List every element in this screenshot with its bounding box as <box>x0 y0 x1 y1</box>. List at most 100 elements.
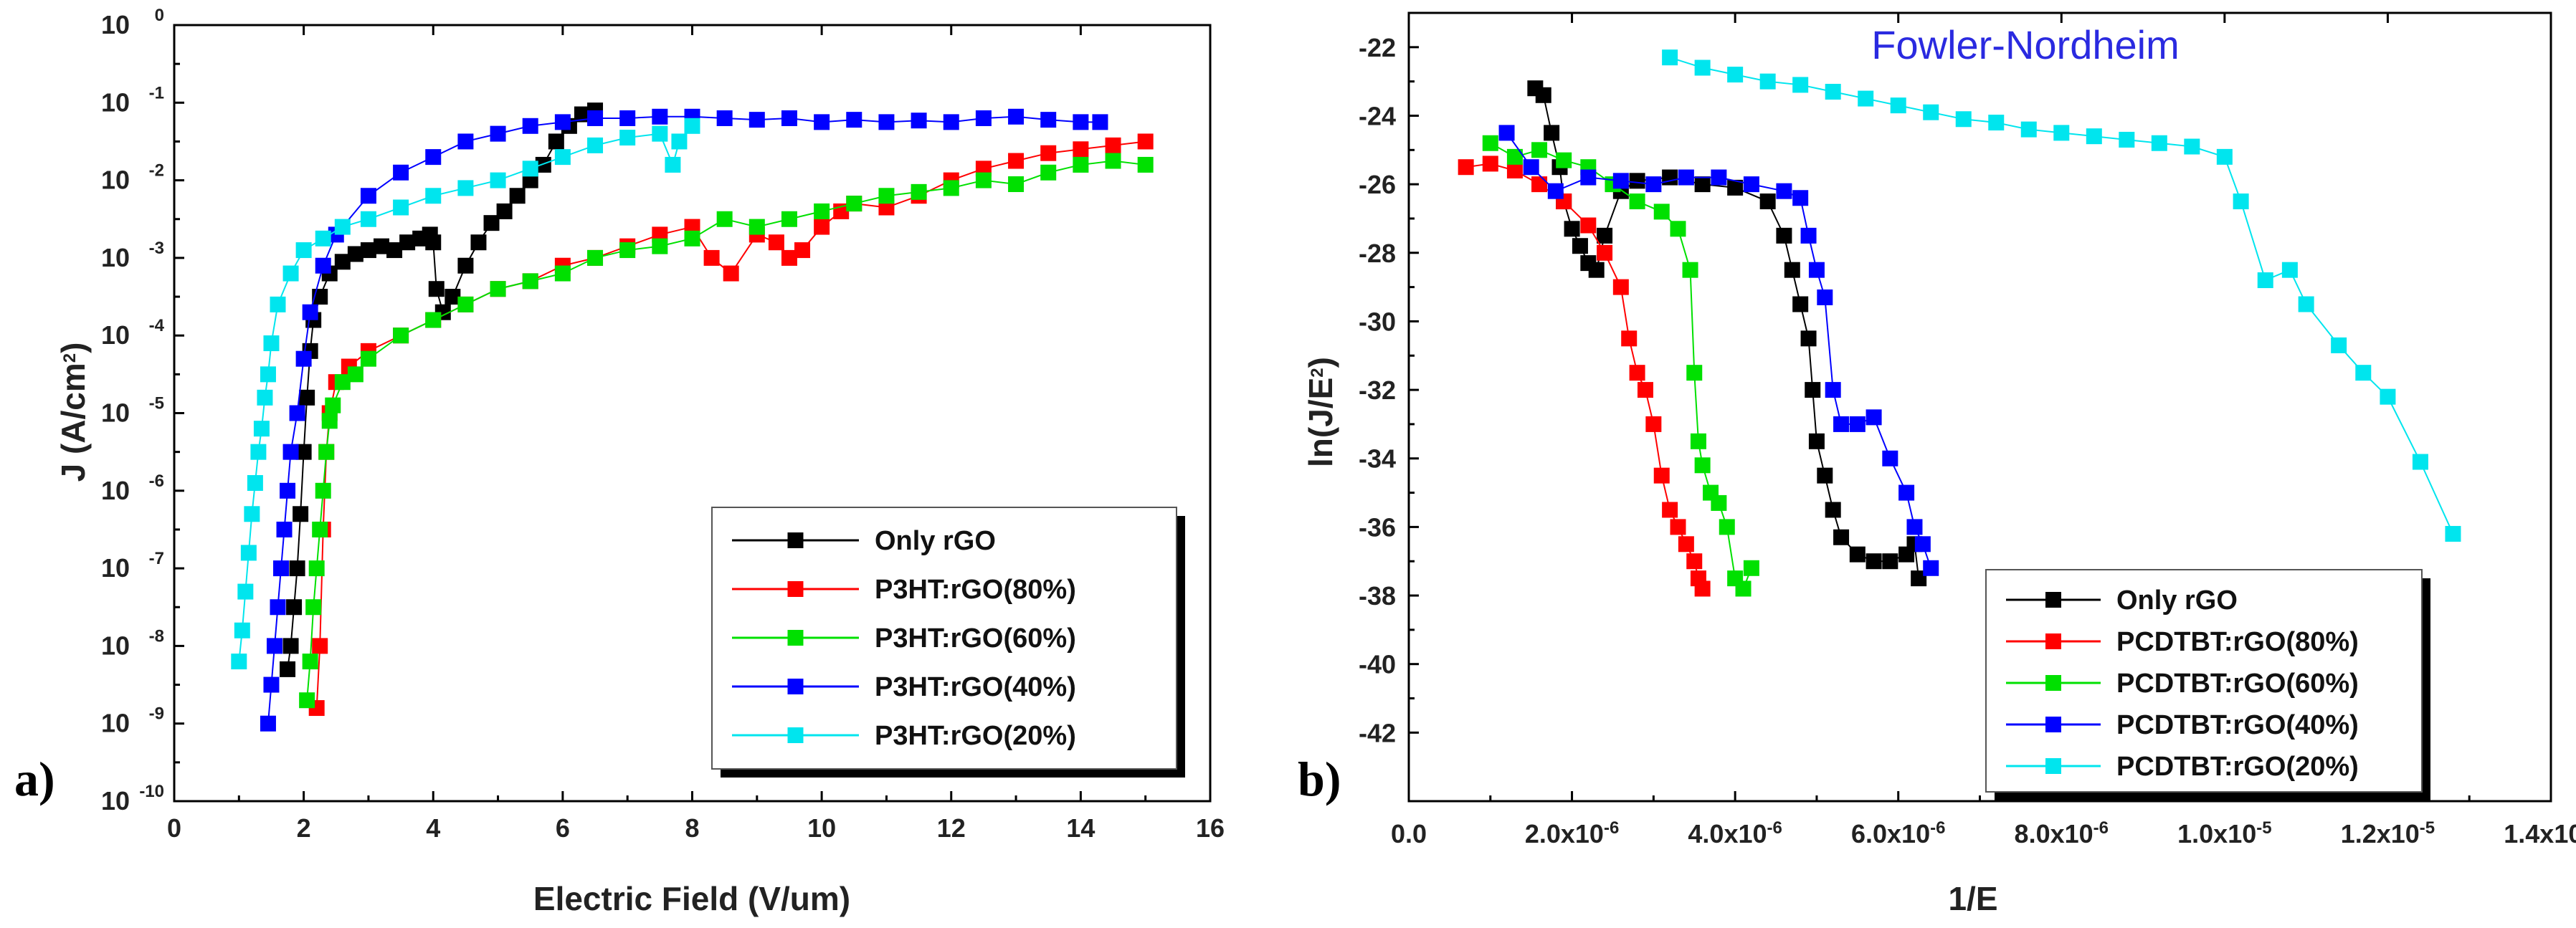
data-point <box>286 599 303 616</box>
data-point <box>1825 84 1841 100</box>
data-point <box>1580 169 1597 186</box>
data-point <box>318 444 335 460</box>
x-axis-label: Electric Field (V/um) <box>533 880 850 917</box>
data-point <box>360 350 376 367</box>
data-point <box>1073 114 1089 130</box>
data-point <box>975 172 992 188</box>
x-tick-label: 8.0x10-6 <box>2015 818 2109 849</box>
data-point <box>2184 138 2200 155</box>
legend-marker <box>2045 633 2061 649</box>
data-point <box>282 638 299 654</box>
data-point <box>652 108 668 125</box>
data-point <box>347 246 363 262</box>
data-point <box>1727 179 1744 196</box>
data-point <box>1784 262 1800 278</box>
data-point <box>334 219 351 235</box>
data-point <box>1906 519 1923 535</box>
data-point <box>1792 190 1809 206</box>
data-point <box>1482 156 1498 172</box>
data-point <box>1833 416 1850 432</box>
data-point <box>814 203 830 219</box>
data-point <box>312 638 328 654</box>
data-point <box>276 521 293 537</box>
data-point <box>1686 365 1703 381</box>
legend-label: PCDTBT:rGO(60%) <box>2116 669 2359 699</box>
data-point <box>703 249 720 266</box>
data-point <box>1137 156 1154 173</box>
data-point <box>244 506 260 522</box>
data-point <box>282 444 299 460</box>
data-point <box>295 444 312 460</box>
data-point <box>1597 244 1613 261</box>
data-point <box>263 676 280 693</box>
y-axis-label: J (A/cm2) <box>54 343 92 482</box>
data-point <box>1866 409 1882 426</box>
data-point <box>1678 169 1694 186</box>
y-tick-label: -24 <box>1359 101 1396 130</box>
legend-label: PCDTBT:rGO(20%) <box>2116 752 2359 782</box>
data-point <box>2355 365 2372 381</box>
data-point <box>1849 546 1866 563</box>
data-point <box>943 114 959 130</box>
y-tick-exponent: 0 <box>155 6 164 25</box>
series-1 <box>280 102 604 677</box>
data-point <box>1808 433 1825 449</box>
data-point <box>393 327 409 344</box>
data-point <box>425 234 442 251</box>
legend-marker <box>787 630 804 646</box>
x-tick-exponent: -5 <box>2420 818 2435 838</box>
data-point <box>1670 221 1686 237</box>
data-point <box>1637 382 1653 398</box>
data-point <box>684 118 700 134</box>
data-point <box>943 180 959 196</box>
data-point <box>1955 111 1972 128</box>
data-point <box>1898 484 1915 501</box>
series-5 <box>1662 49 2461 542</box>
data-point <box>1073 156 1089 173</box>
data-point <box>522 118 538 134</box>
y-tick-exponent: -4 <box>149 316 165 335</box>
data-point <box>247 474 263 491</box>
data-point <box>490 172 506 188</box>
x-tick-text: 1.0x10 <box>2177 819 2256 848</box>
data-point <box>1612 173 1629 189</box>
data-point <box>386 242 403 259</box>
data-point <box>1686 553 1703 570</box>
data-point <box>1825 502 1841 518</box>
y-tick-exponent: -8 <box>149 626 164 646</box>
x-tick-exponent: -6 <box>1604 818 1619 838</box>
data-point <box>2281 262 2298 278</box>
data-point <box>1890 97 1906 114</box>
data-point <box>2151 135 2167 151</box>
data-point <box>457 133 474 150</box>
data-point <box>325 397 341 413</box>
data-point <box>2020 121 2037 138</box>
y-tick-base: 10 <box>101 10 130 39</box>
data-point <box>619 110 636 126</box>
data-point <box>748 219 765 235</box>
data-point <box>2086 128 2102 145</box>
data-point <box>334 374 351 391</box>
data-point <box>548 133 564 150</box>
data-point <box>1825 382 1841 398</box>
data-point <box>1849 416 1866 432</box>
data-point <box>1580 217 1597 234</box>
data-point <box>374 238 389 254</box>
data-point <box>360 211 376 227</box>
data-point <box>347 366 363 383</box>
data-point <box>1792 77 1809 93</box>
data-point <box>1800 227 1817 244</box>
x-tick-label: 14 <box>1066 813 1095 843</box>
data-point <box>1572 238 1588 254</box>
annotation-fowler-nordheim: Fowler-Nordheim <box>1871 22 2179 67</box>
data-point <box>1621 330 1638 347</box>
y-tick-exponent: -6 <box>149 472 164 491</box>
y-tick-label: 10 0 <box>101 6 164 39</box>
data-point <box>1008 153 1025 169</box>
data-point <box>1882 553 1898 570</box>
y-tick-label: 10 -3 <box>101 239 164 272</box>
data-point <box>716 211 733 227</box>
x-tick-text: 0.0 <box>1391 819 1427 848</box>
data-point <box>2119 131 2135 148</box>
